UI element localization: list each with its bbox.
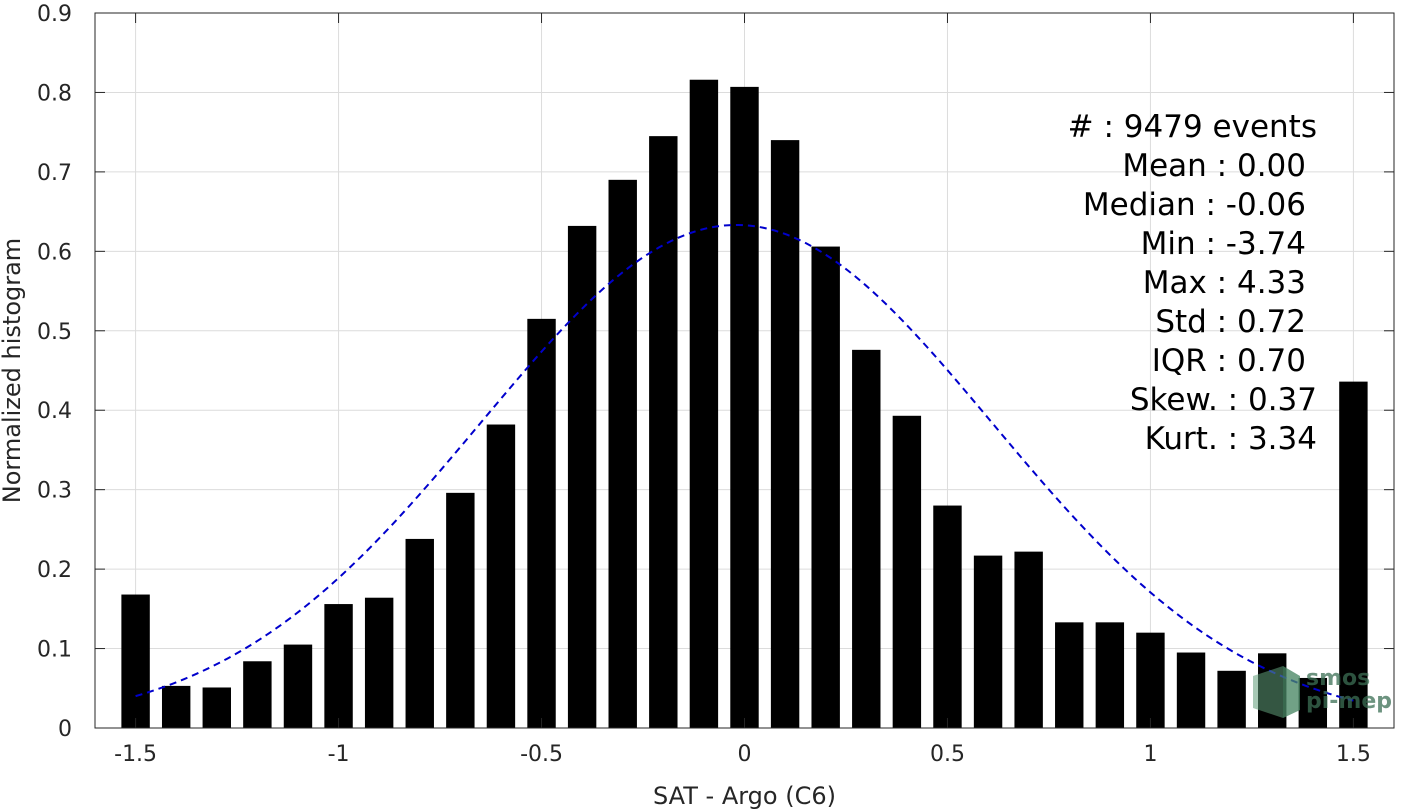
y-tick-label-7: 0.7 — [37, 161, 72, 186]
y-tick-label-2: 0.2 — [37, 558, 72, 583]
y-tick-label-8: 0.8 — [37, 81, 72, 106]
bar-0 — [121, 594, 150, 728]
bar-18 — [852, 349, 881, 728]
bar-13 — [649, 136, 678, 728]
y-tick-label-1: 0.1 — [37, 638, 72, 663]
x-axis-title: SAT - Argo (C6) — [653, 782, 836, 810]
bar-9 — [486, 424, 516, 728]
bar-4 — [283, 644, 313, 728]
bar-14 — [689, 79, 719, 728]
x-axis-ticks: -1.5 -1 -0.5 0 0.5 1 1.5 — [114, 13, 1371, 767]
x-tick-label-5: 1 — [1143, 742, 1157, 767]
bar-29 — [1298, 677, 1328, 728]
x-tick-label-2: -0.5 — [520, 742, 563, 767]
stat-line-4: Max : 4.33 — [1143, 265, 1306, 301]
bar-19 — [892, 415, 922, 728]
y-tick-label-9: 0.9 — [37, 2, 72, 27]
stat-line-8: Kurt. : 3.34 — [1145, 421, 1317, 457]
bars — [121, 79, 1368, 729]
bar-15 — [730, 86, 759, 729]
logo-cube-face-icon — [1283, 666, 1300, 718]
stat-line-3: Min : -3.74 — [1141, 226, 1306, 262]
logo-text-line2: pi-mep — [1306, 689, 1392, 714]
bar-26 — [1176, 652, 1206, 728]
stat-line-1: Mean : 0.00 — [1122, 148, 1306, 184]
bar-30 — [1339, 381, 1368, 728]
stat-line-5: Std : 0.72 — [1155, 304, 1306, 340]
bar-8 — [446, 492, 475, 728]
bar-11 — [567, 225, 597, 728]
bar-21 — [973, 555, 1003, 728]
bar-10 — [527, 318, 556, 728]
bar-1 — [161, 685, 191, 728]
x-tick-label-1: -1 — [328, 742, 350, 767]
stat-line-0: # : 9479 events — [1068, 109, 1317, 145]
bar-20 — [933, 505, 962, 728]
bar-24 — [1095, 622, 1125, 728]
y-axis-ticks: 0 0.1 0.2 0.3 0.4 0.5 0.6 0.7 0.8 0.9 — [37, 2, 1394, 742]
y-tick-label-4: 0.4 — [37, 399, 72, 424]
logo-text-line1: smos — [1306, 666, 1370, 691]
bar-6 — [364, 597, 394, 728]
bar-25 — [1136, 632, 1165, 728]
smos-pimep-logo: smos pi-mep — [1253, 666, 1392, 718]
bar-7 — [405, 538, 434, 728]
bar-5 — [324, 604, 353, 728]
bar-2 — [202, 687, 231, 728]
x-tick-label-4: 0.5 — [930, 742, 965, 767]
stat-line-7: Skew. : 0.37 — [1130, 382, 1317, 418]
y-axis-title: Normalized histogram — [0, 238, 26, 503]
bar-3 — [243, 661, 272, 728]
bar-22 — [1014, 551, 1043, 728]
x-tick-label-0: -1.5 — [114, 742, 157, 767]
bar-23 — [1055, 622, 1084, 728]
fit-curve — [135, 223, 1354, 702]
bar-16 — [770, 140, 800, 729]
bar-17 — [811, 246, 840, 729]
x-tick-label-3: 0 — [738, 742, 752, 767]
y-tick-label-0: 0 — [58, 717, 72, 742]
y-tick-label-6: 0.6 — [37, 240, 72, 265]
y-tick-label-3: 0.3 — [37, 479, 72, 504]
bar-12 — [608, 179, 637, 729]
x-tick-label-6: 1.5 — [1336, 742, 1371, 767]
bar-27 — [1217, 670, 1246, 728]
stat-line-6: IQR : 0.70 — [1152, 343, 1306, 379]
stat-line-2: Median : -0.06 — [1083, 187, 1306, 223]
y-tick-label-5: 0.5 — [37, 320, 72, 345]
